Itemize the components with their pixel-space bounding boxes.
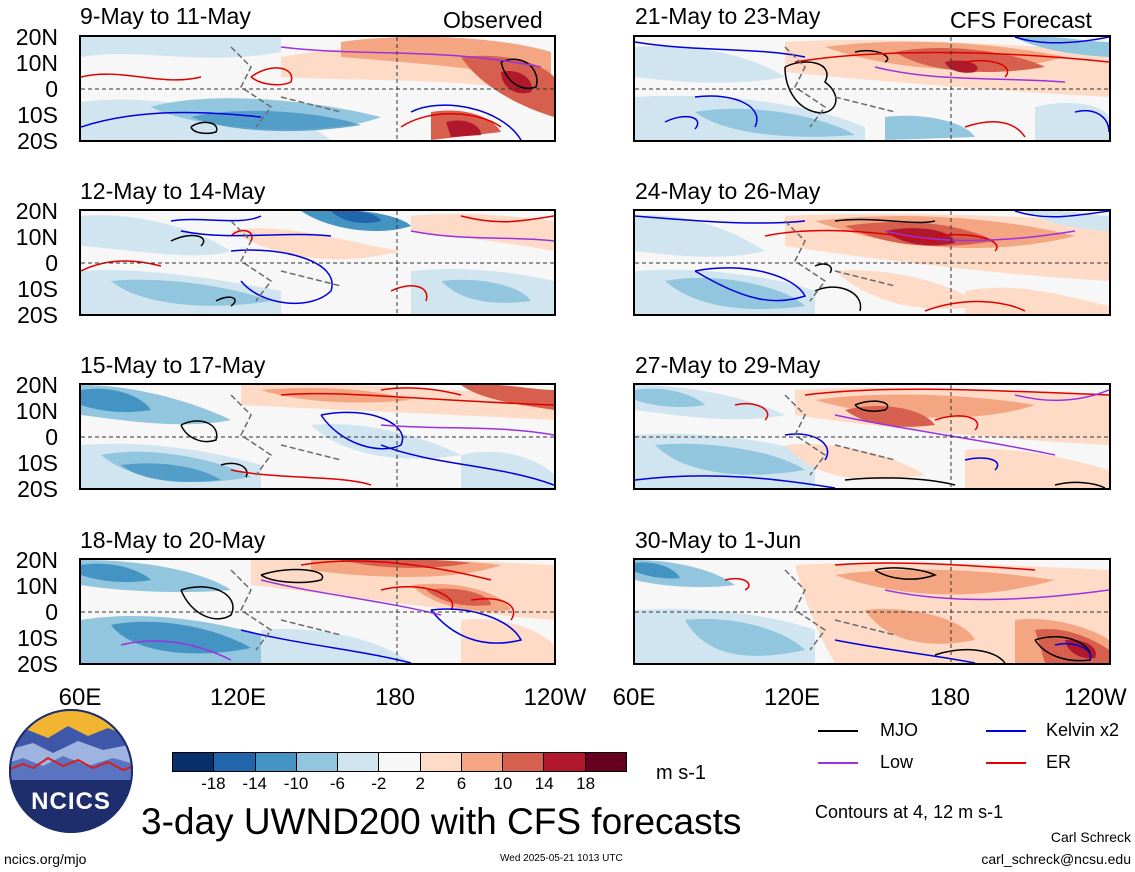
anomaly-map-5 (635, 37, 1109, 140)
y-tick: 10S (17, 102, 58, 128)
anomaly-map-3 (81, 385, 554, 488)
ncics-logo-graphic (9, 709, 133, 833)
y-tick: 10S (17, 450, 58, 476)
legend-label-mjo: MJO (880, 720, 918, 740)
y-tick: 20S (17, 651, 58, 677)
y-tick: 20N (15, 547, 58, 573)
contour-note: Contours at 4, 12 m s-1 (815, 802, 1004, 822)
legend-label-kelvin: Kelvin x2 (1046, 720, 1120, 740)
legend-line-mjo (818, 730, 858, 732)
legend-line-low (818, 762, 858, 764)
anomaly-map-2 (81, 211, 554, 314)
forecast-title: CFS Forecast (950, 7, 1092, 33)
colorbar-tick-label: -18 (201, 774, 226, 793)
y-tick: 20S (17, 302, 58, 328)
y-tick: 10N (15, 573, 58, 599)
y-tick: 10N (15, 224, 58, 250)
y-tick: 10S (17, 276, 58, 302)
panel-label-3: 15-May to 17-May (80, 352, 266, 378)
y-tick: 20S (17, 476, 58, 502)
y-tick: 0 (45, 76, 58, 102)
colorbar-tick-label: 10 (493, 774, 513, 793)
colorbar (172, 752, 627, 772)
map-panel-8 (633, 558, 1111, 665)
anomaly-map-6 (635, 211, 1109, 314)
panel-label-4: 18-May to 20-May (80, 527, 266, 553)
colorbar-swatch (173, 753, 214, 771)
map-panel-1 (79, 35, 556, 142)
ncics-logo-text: NCICS (31, 788, 111, 815)
panel-label-7: 27-May to 29-May (635, 352, 821, 378)
colorbar-tick-label: -10 (283, 774, 309, 793)
map-panel-2 (79, 209, 556, 316)
y-tick: 0 (45, 250, 58, 276)
panel-label-1: 9-May to 11-May (80, 3, 251, 29)
colorbar-tick-label: 18 (576, 774, 596, 793)
colorbar-swatch (254, 753, 296, 771)
x-tick: 120W (1064, 684, 1127, 711)
y-tick: 0 (45, 599, 58, 625)
source-url: ncics.org/mjo (4, 851, 87, 867)
timestamp: Wed 2025-05-21 1013 UTC (500, 853, 623, 864)
anomaly-map-8 (635, 560, 1109, 663)
map-panel-4 (79, 558, 556, 665)
legend-label-low: Low (880, 752, 914, 772)
y-tick: 20S (17, 128, 58, 154)
x-tick: 120W (523, 684, 587, 711)
panel-label-6: 24-May to 26-May (635, 178, 821, 204)
map-panel-7 (633, 383, 1111, 490)
anomaly-map-7 (635, 385, 1109, 488)
colorbar-swatch (543, 753, 585, 771)
colorbar-swatch (213, 753, 255, 771)
colorbar-swatch (460, 753, 503, 771)
legend-label-er: ER (1046, 752, 1072, 772)
panel-label-5: 21-May to 23-May (635, 3, 821, 29)
colorbar-units: m s-1 (656, 762, 706, 784)
y-tick: 10N (15, 50, 58, 76)
colorbar-tick-label: 6 (456, 774, 467, 793)
legend-line-kelvin (986, 730, 1026, 732)
x-tick: 180 (374, 684, 416, 711)
colorbar-swatch (337, 753, 379, 771)
colorbar-swatch (584, 753, 626, 771)
y-tick: 0 (45, 424, 58, 450)
y-tick: 20N (15, 24, 58, 50)
anomaly-map-1 (81, 37, 554, 140)
x-tick: 120E (209, 684, 267, 711)
map-panel-3 (79, 383, 556, 490)
y-tick: 20N (15, 198, 58, 224)
y-tick: 10N (15, 398, 58, 424)
map-panel-6 (633, 209, 1111, 316)
map-panel-5 (633, 35, 1111, 142)
x-tick: 180 (929, 684, 971, 711)
colorbar-swatch (419, 753, 461, 771)
colorbar-tick-label: 2 (415, 774, 425, 793)
colorbar-tick-label: -2 (371, 774, 387, 793)
colorbar-tick-label: 14 (534, 774, 554, 793)
colorbar-tick-label: -6 (329, 774, 346, 793)
x-tick: 120E (763, 684, 821, 711)
x-tick: 60E (612, 684, 656, 711)
panel-label-2: 12-May to 14-May (80, 178, 266, 204)
legend-line-er (986, 762, 1026, 764)
colorbar-swatch (502, 753, 544, 771)
main-title: 3-day UWND200 with CFS forecasts (141, 801, 742, 842)
colorbar-tick-label: -14 (242, 774, 267, 793)
y-tick: 10S (17, 625, 58, 651)
panel-label-8: 30-May to 1-Jun (635, 527, 802, 553)
colorbar-swatch (378, 753, 420, 771)
anomaly-map-4 (81, 560, 554, 663)
colorbar-swatch (295, 753, 338, 771)
author-name: Carl Schreck (1050, 829, 1131, 845)
observed-title: Observed (443, 7, 543, 33)
author-email: carl_schreck@ncsu.edu (981, 851, 1131, 867)
ncics-logo: NCICS (8, 708, 134, 834)
x-tick: 60E (58, 684, 102, 711)
y-tick: 20N (15, 372, 58, 398)
